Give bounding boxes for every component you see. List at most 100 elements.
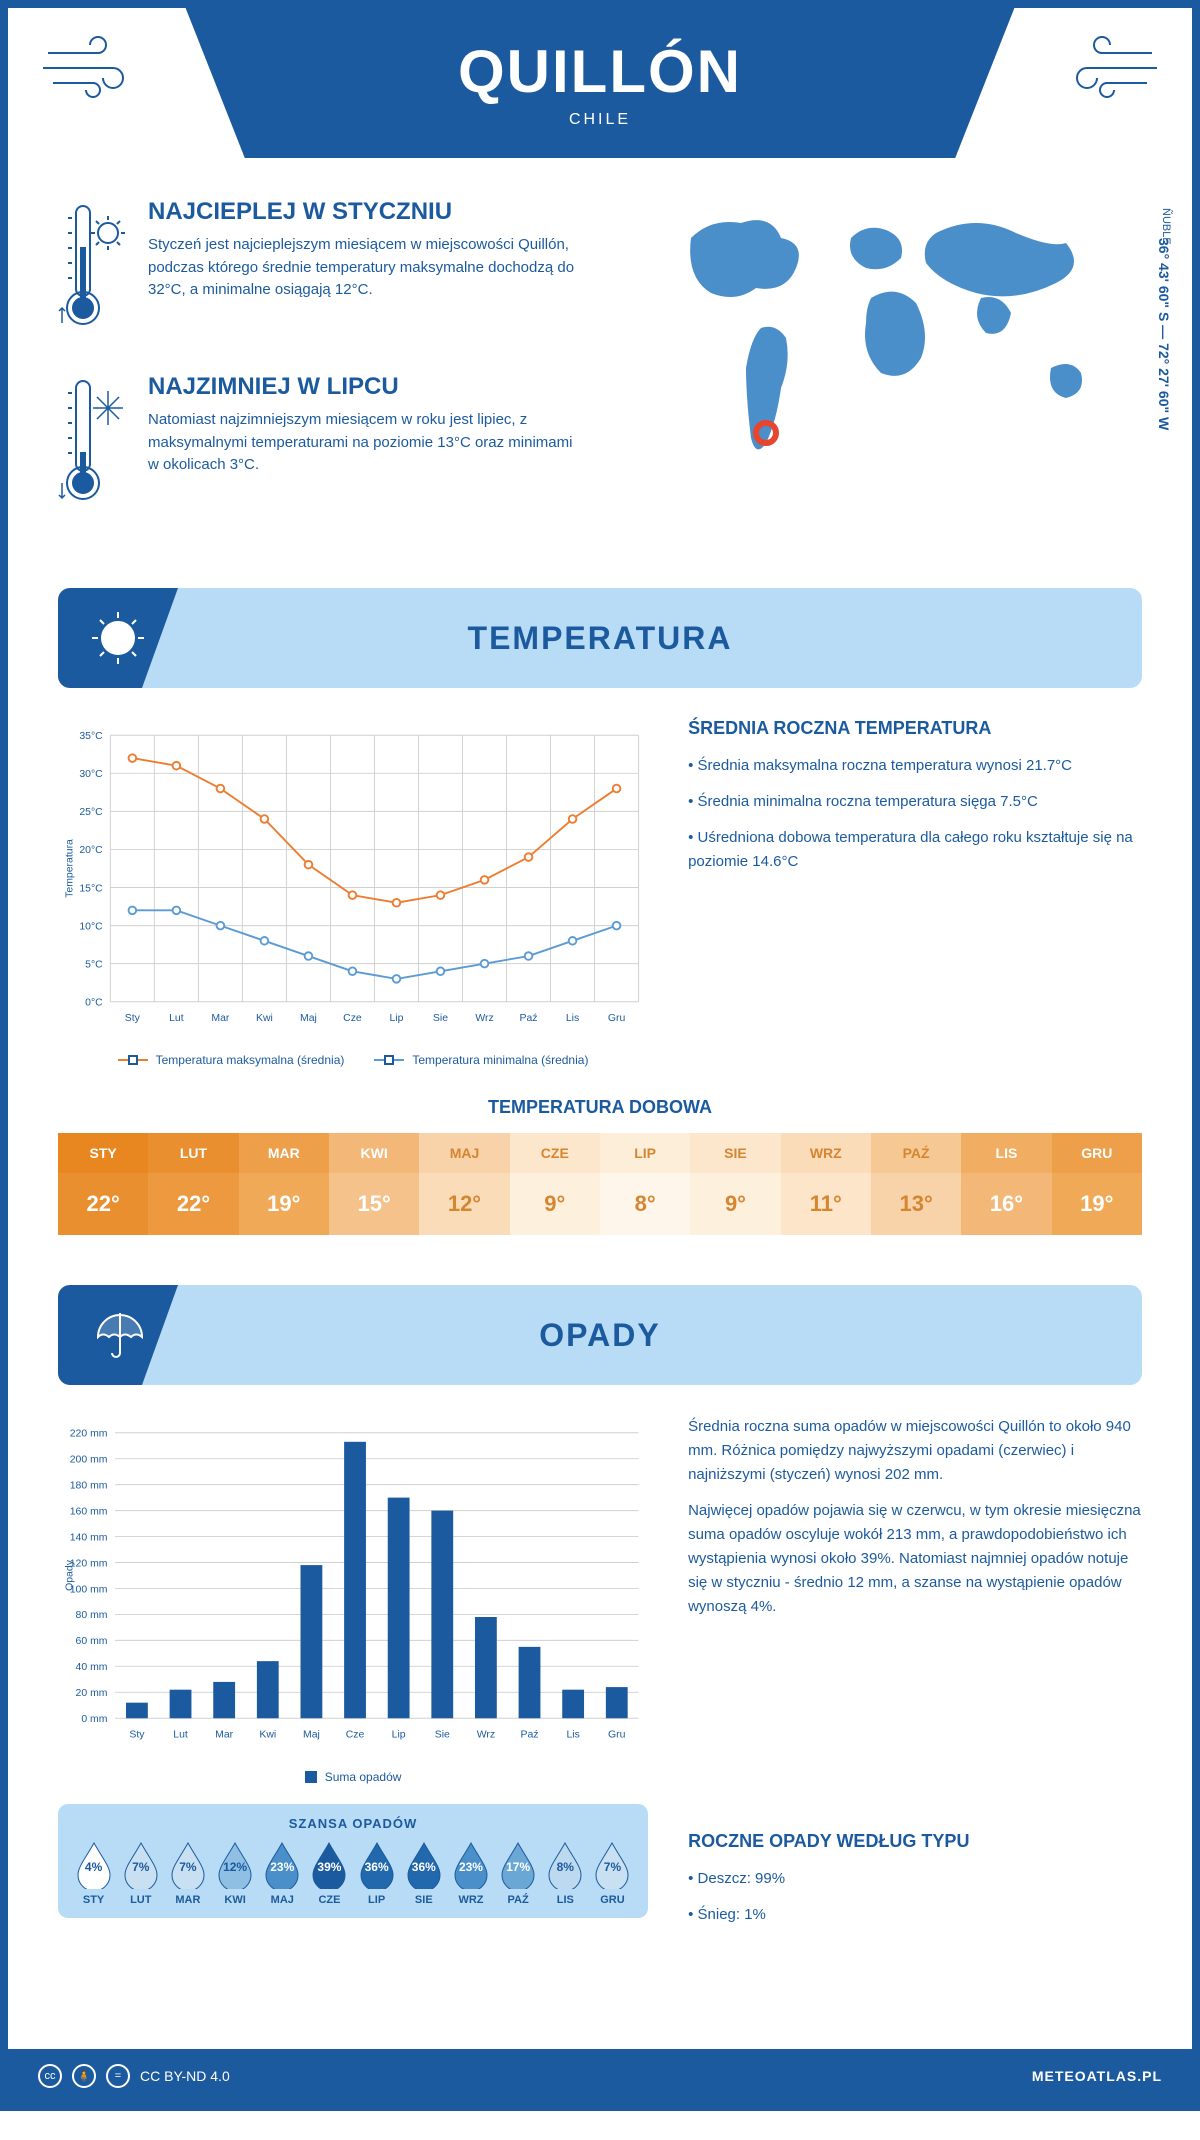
rain-chance-title: SZANSA OPADÓW [70, 1816, 636, 1831]
svg-text:Temperatura: Temperatura [64, 839, 75, 898]
annual-line3: • Uśredniona dobowa temperatura dla całe… [688, 826, 1142, 874]
svg-text:35°C: 35°C [79, 731, 103, 742]
svg-text:160 mm: 160 mm [70, 1506, 108, 1517]
precip-text2: Najwięcej opadów pojawia się w czerwcu, … [688, 1499, 1142, 1619]
svg-text:5°C: 5°C [85, 959, 103, 970]
coordinates-label: 36° 43' 60" S — 72° 27' 60" W [1156, 238, 1172, 430]
rain-drop-cell: 23% MAJ [259, 1841, 306, 1906]
svg-text:Paź: Paź [520, 1013, 538, 1024]
annual-temperature-text: ŚREDNIA ROCZNA TEMPERATURA • Średnia mak… [688, 718, 1142, 1067]
annual-line2: • Średnia minimalna roczna temperatura s… [688, 790, 1142, 814]
rain-drop-cell: 8% LIS [542, 1841, 589, 1906]
svg-text:Cze: Cze [343, 1013, 362, 1024]
world-map-svg [620, 198, 1142, 478]
top-section: NAJCIEPLEJ W STYCZNIU Styczeń jest najci… [58, 198, 1142, 548]
svg-text:Sty: Sty [125, 1013, 141, 1024]
by-type-title: ROCZNE OPADY WEDŁUG TYPU [688, 1831, 1142, 1852]
precipitation-text: Średnia roczna suma opadów w miejscowośc… [688, 1415, 1142, 1939]
rain-drop-cell: 7% MAR [164, 1841, 211, 1906]
by-icon: 🧍 [72, 2064, 96, 2088]
svg-text:Mar: Mar [215, 1729, 234, 1740]
daily-cell: STY 22° [58, 1133, 148, 1235]
daily-cell: PAŹ 13° [871, 1133, 961, 1235]
svg-text:Kwi: Kwi [259, 1729, 276, 1740]
svg-text:Lis: Lis [566, 1729, 579, 1740]
precip-text1: Średnia roczna suma opadów w miejscowośc… [688, 1415, 1142, 1487]
daily-cell: CZE 9° [510, 1133, 600, 1235]
thermometer-cold-icon [58, 373, 128, 518]
temperature-chart-row: 0°C 5°C 10°C 15°C 20°C 25°C 30°C 35°C Sty Lut Mar K… [58, 718, 1142, 1067]
svg-text:15°C: 15°C [79, 883, 103, 894]
temperature-section-header: TEMPERATURA [58, 588, 1142, 688]
daily-cell: GRU 19° [1052, 1133, 1142, 1235]
svg-text:Lut: Lut [169, 1013, 184, 1024]
warmest-title: NAJCIEPLEJ W STYCZNIU [148, 198, 580, 226]
svg-text:10°C: 10°C [79, 921, 103, 932]
daily-cell: LUT 22° [148, 1133, 238, 1235]
daily-cell: SIE 9° [690, 1133, 780, 1235]
rain-drop-cell: 36% LIP [353, 1841, 400, 1906]
svg-text:30°C: 30°C [79, 769, 103, 780]
svg-text:Paź: Paź [521, 1729, 539, 1740]
footer: cc 🧍 = CC BY-ND 4.0 METEOATLAS.PL [8, 2049, 1192, 2103]
rain-drop-cell: 7% LUT [117, 1841, 164, 1906]
svg-text:25°C: 25°C [79, 807, 103, 818]
svg-text:Mar: Mar [211, 1013, 230, 1024]
city-title: QUILLÓN [458, 37, 742, 106]
daily-temp-table: STY 22° LUT 22° MAR 19° KWI 15° MAJ 12° … [58, 1133, 1142, 1235]
svg-text:Lis: Lis [566, 1013, 579, 1024]
license-text: CC BY-ND 4.0 [140, 2068, 230, 2084]
svg-text:Sty: Sty [129, 1729, 145, 1740]
rain-drop-cell: 23% WRZ [447, 1841, 494, 1906]
cc-icon: cc [38, 2064, 62, 2088]
annual-line1: • Średnia maksymalna roczna temperatura … [688, 754, 1142, 778]
svg-text:20°C: 20°C [79, 845, 103, 856]
coldest-text: Natomiast najzimniejszym miesiącem w rok… [148, 409, 580, 477]
daily-temp-title: TEMPERATURA DOBOWA [58, 1097, 1142, 1118]
coldest-title: NAJZIMNIEJ W LIPCU [148, 373, 580, 401]
daily-cell: MAJ 12° [419, 1133, 509, 1235]
content: NAJCIEPLEJ W STYCZNIU Styczeń jest najci… [8, 158, 1192, 2009]
svg-text:140 mm: 140 mm [70, 1532, 108, 1543]
rain-drop-cell: 17% PAŹ [495, 1841, 542, 1906]
license: cc 🧍 = CC BY-ND 4.0 [38, 2064, 230, 2088]
rain-drop-cell: 7% GRU [589, 1841, 636, 1906]
svg-text:Wrz: Wrz [475, 1013, 493, 1024]
world-map: ÑUBLE 36° 43' 60" S — 72° 27' 60" W [620, 198, 1142, 548]
by-type-line1: • Deszcz: 99% [688, 1867, 1142, 1891]
daily-cell: WRZ 11° [781, 1133, 871, 1235]
warmest-text: Styczeń jest najcieplejszym miesiącem w … [148, 234, 580, 302]
svg-text:20 mm: 20 mm [76, 1688, 108, 1699]
thermometer-hot-icon [58, 198, 128, 343]
svg-text:180 mm: 180 mm [70, 1480, 108, 1491]
svg-text:Gru: Gru [608, 1729, 626, 1740]
header-wrap: QUILLÓN CHILE [8, 8, 1192, 158]
svg-text:Lip: Lip [389, 1013, 403, 1024]
daily-cell: MAR 19° [239, 1133, 329, 1235]
svg-text:Maj: Maj [300, 1013, 317, 1024]
svg-text:Opady: Opady [64, 1559, 75, 1591]
coldest-block: NAJZIMNIEJ W LIPCU Natomiast najzimniejs… [58, 373, 580, 518]
wind-icon [1042, 28, 1162, 108]
umbrella-icon [58, 1285, 178, 1385]
precipitation-legend: Suma opadów [58, 1770, 648, 1784]
precipitation-section-header: OPADY [58, 1285, 1142, 1385]
site-name: METEOATLAS.PL [1032, 2068, 1162, 2084]
precipitation-chart-row: 0 mm20 mm40 mm60 mm80 mm100 mm120 mm140 … [58, 1415, 1142, 1939]
svg-text:Lut: Lut [173, 1729, 188, 1740]
rain-drop-cell: 4% STY [70, 1841, 117, 1906]
svg-text:100 mm: 100 mm [70, 1584, 108, 1595]
daily-cell: KWI 15° [329, 1133, 419, 1235]
precipitation-chart: 0 mm20 mm40 mm60 mm80 mm100 mm120 mm140 … [58, 1415, 648, 1939]
warmest-block: NAJCIEPLEJ W STYCZNIU Styczeń jest najci… [58, 198, 580, 343]
svg-text:Kwi: Kwi [256, 1013, 273, 1024]
svg-text:0°C: 0°C [85, 998, 103, 1009]
svg-text:80 mm: 80 mm [76, 1610, 108, 1621]
wind-icon [38, 28, 158, 108]
legend-max: Temperatura maksymalna (średnia) [156, 1053, 345, 1067]
country-subtitle: CHILE [569, 111, 631, 129]
temperature-legend: Temperatura maksymalna (średnia) Tempera… [58, 1053, 648, 1067]
legend-min: Temperatura minimalna (średnia) [412, 1053, 588, 1067]
precipitation-title: OPADY [539, 1317, 660, 1354]
svg-text:Cze: Cze [346, 1729, 365, 1740]
